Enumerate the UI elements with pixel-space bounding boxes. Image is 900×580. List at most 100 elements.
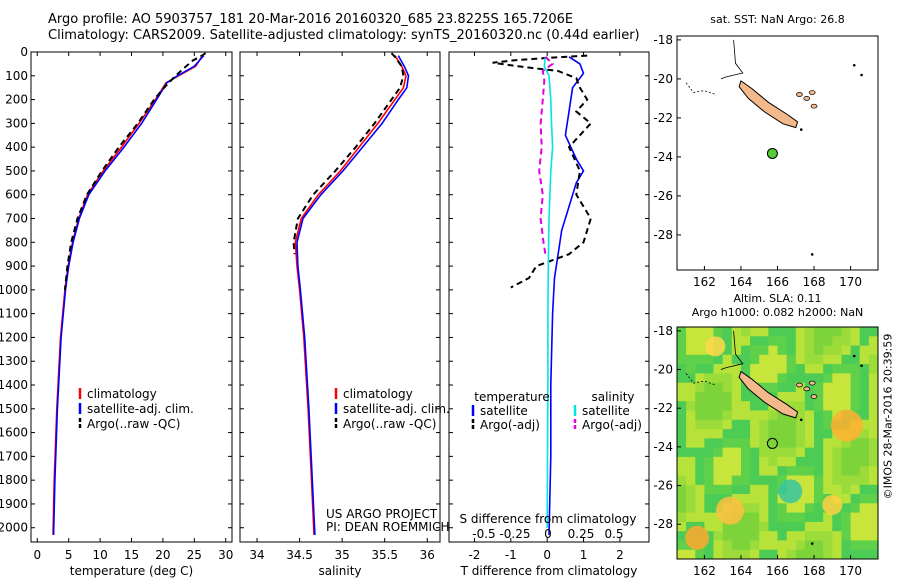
difference-xtick-label: 0 [543, 548, 551, 562]
sla-cell [832, 512, 842, 523]
sla-cell [768, 456, 779, 467]
depth-tick-label: 1600 [0, 426, 28, 440]
sla-cell [841, 494, 852, 504]
sla-cell [841, 382, 852, 393]
sla-cell [814, 392, 824, 402]
sla-cell [677, 475, 687, 486]
copyright-text: ©IMOS 28-Mar-2016 20:39:59 [881, 333, 895, 500]
sla-cell [795, 373, 806, 384]
sla-cell [759, 429, 769, 439]
sla-cell [722, 540, 733, 551]
sla-cell [731, 364, 742, 374]
sla-cell [841, 373, 852, 384]
sla-cell [759, 438, 769, 449]
sla-cell [823, 419, 833, 430]
sla-cell [814, 373, 824, 384]
sla-cell [804, 475, 815, 486]
sla-cell [804, 327, 815, 337]
map-xtick-label: 166 [766, 275, 789, 289]
depth-tick-label: 700 [5, 212, 28, 226]
island [810, 394, 818, 399]
sla-cell [713, 531, 724, 541]
sla-cell [759, 345, 769, 356]
sla-cell [704, 503, 715, 514]
sla-cell [677, 419, 687, 430]
sla-cell [823, 521, 833, 532]
argo-float-marker [766, 147, 778, 159]
sla-cell [850, 512, 861, 523]
sla-cell [731, 531, 742, 541]
salinity-xtick-label: 34 [249, 548, 264, 562]
sla-cell [777, 531, 788, 541]
pi-annotation: PI: DEAN ROEMMICH [326, 520, 449, 534]
sla-cell [750, 392, 760, 402]
series-line-temperature-satellite [548, 56, 585, 535]
island [803, 96, 811, 101]
project-annotation: US ARGO PROJECT [326, 507, 438, 521]
sla-cell [677, 466, 687, 476]
sla-cell [786, 466, 797, 476]
sla-cell [777, 521, 788, 532]
legend-label: Argo(..raw -QC) [87, 417, 180, 431]
temperature-xtick-label: 20 [155, 548, 170, 562]
sla-cell [841, 354, 852, 365]
sla-cell [859, 410, 870, 421]
sla-cell [859, 447, 870, 458]
sla-cell [731, 373, 742, 384]
sla-anomaly-blob [778, 479, 803, 504]
sla-cell [859, 336, 870, 347]
sla-cell [686, 401, 696, 411]
sla-cell [722, 373, 733, 384]
map-ytick-label: -20 [653, 72, 673, 86]
sla-cell [768, 531, 779, 541]
sla-cell [704, 401, 715, 411]
sla-cell [832, 549, 842, 560]
depth-tick-label: 900 [5, 259, 28, 273]
sla-cell [804, 549, 815, 560]
sla-cell [786, 345, 797, 356]
new-caledonia-land [738, 80, 799, 129]
sla-cell [823, 410, 833, 421]
sla-cell [741, 382, 751, 393]
sla-cell [677, 429, 687, 439]
sla-cell [786, 447, 797, 458]
sla-cell [795, 503, 806, 514]
sla-cell [868, 336, 879, 347]
sla-cell [814, 521, 824, 532]
sla-cell [832, 475, 842, 486]
sla-cell [868, 438, 879, 449]
sla-cell [704, 382, 715, 393]
sla-cell [804, 447, 815, 458]
temperature-frame [30, 51, 233, 543]
sla-cell [713, 382, 724, 393]
map-xtick-label: 166 [766, 564, 789, 578]
island-dot [799, 128, 803, 131]
sla-cell [859, 382, 870, 393]
sla-cell [750, 484, 760, 495]
reef-outline [720, 330, 744, 370]
sla-cell [731, 354, 742, 365]
sla-cell [722, 475, 733, 486]
sla-cell [786, 438, 797, 449]
sla-cell [823, 429, 833, 439]
sla-cell [722, 447, 733, 458]
sla-cell [713, 401, 724, 411]
sla-cell [814, 410, 824, 421]
sla-cell [868, 531, 879, 541]
sla-cell [741, 327, 751, 337]
sla-cell [850, 327, 861, 337]
sla-anomaly-blob [830, 409, 863, 442]
sla-anomaly-blob [822, 494, 843, 515]
sla-cell [814, 327, 824, 337]
map-xtick-label: 170 [839, 275, 862, 289]
map-ytick-label: -20 [653, 363, 673, 377]
sla-cell [695, 475, 705, 486]
sla-cell [677, 549, 687, 560]
island-dot [810, 253, 814, 256]
map-ytick-label: -22 [653, 401, 673, 415]
sla-cell [859, 456, 870, 467]
sla-cell [741, 401, 751, 411]
sla-cell [741, 392, 751, 402]
legend-label: satellite [582, 404, 630, 418]
sla-cell [804, 484, 815, 495]
